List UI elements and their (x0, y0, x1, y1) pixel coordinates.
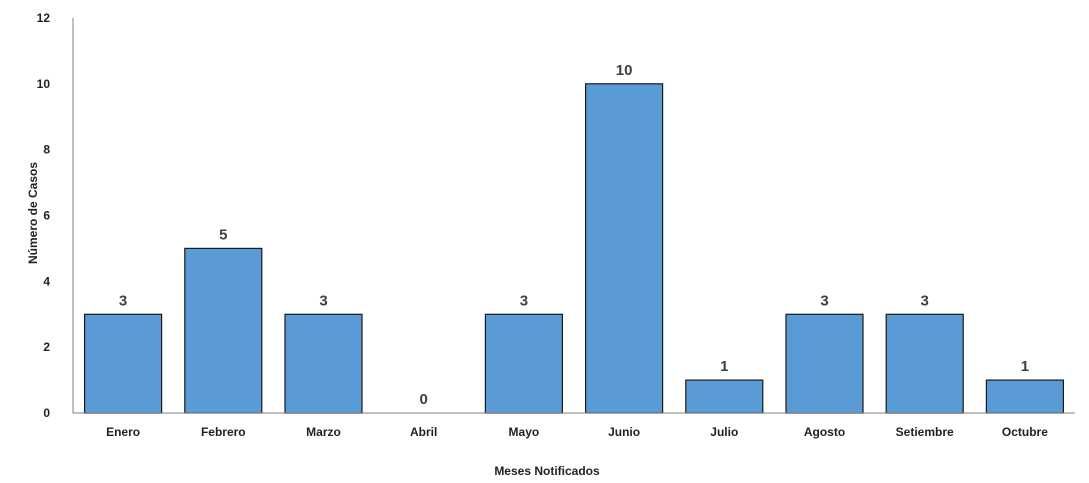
x-tick-label-agosto: Agosto (804, 425, 845, 439)
y-tick-label-4: 4 (43, 274, 50, 288)
x-axis-title: Meses Notificados (494, 464, 600, 478)
bar-marzo (284, 313, 363, 414)
bar-junio (584, 83, 664, 414)
bars-layer (83, 83, 1065, 414)
data-label-abril: 0 (420, 391, 428, 408)
x-tick-label-febrero: Febrero (201, 425, 246, 439)
bar-julio (685, 379, 764, 414)
data-label-octubre: 1 (1021, 358, 1029, 375)
y-tick-labels: 0 2 4 6 8 10 12 (37, 11, 51, 420)
data-label-agosto: 3 (820, 292, 828, 309)
data-label-julio: 1 (720, 358, 728, 375)
y-tick-label-12: 12 (37, 11, 51, 25)
x-tick-label-abril: Abril (410, 425, 437, 439)
data-label-marzo: 3 (319, 292, 327, 309)
bar-setiembre (885, 313, 964, 414)
data-label-febrero: 5 (219, 226, 227, 243)
x-tick-label-setiembre: Setiembre (896, 425, 954, 439)
bar-octubre (985, 379, 1065, 414)
axes-layer (72, 18, 1075, 414)
y-tick-label-2: 2 (43, 340, 50, 354)
data-label-setiembre: 3 (921, 292, 929, 309)
bar-febrero (184, 247, 263, 414)
y-tick-label-10: 10 (37, 77, 51, 91)
bar-enero (83, 313, 163, 414)
x-tick-label-enero: Enero (106, 425, 140, 439)
x-tick-label-octubre: Octubre (1002, 425, 1048, 439)
y-tick-label-6: 6 (43, 209, 50, 223)
y-tick-label-8: 8 (43, 143, 50, 157)
bar-agosto (785, 313, 864, 414)
data-labels-layer: 3 5 3 0 3 10 1 3 3 1 (119, 62, 1029, 408)
y-tick-label-0: 0 (43, 406, 50, 420)
x-tick-label-marzo: Marzo (306, 425, 341, 439)
x-tick-labels: Enero Febrero Marzo Abril Mayo Junio Julio Agos… (106, 425, 1048, 439)
x-tick-label-julio: Julio (710, 425, 738, 439)
x-tick-label-junio: Junio (608, 425, 640, 439)
y-axis-title: Número de Casos (26, 162, 40, 264)
bar-mayo (484, 313, 563, 414)
data-label-mayo: 3 (520, 292, 528, 309)
x-tick-label-mayo: Mayo (509, 425, 540, 439)
data-label-enero: 3 (119, 292, 127, 309)
data-label-junio: 10 (616, 62, 633, 79)
